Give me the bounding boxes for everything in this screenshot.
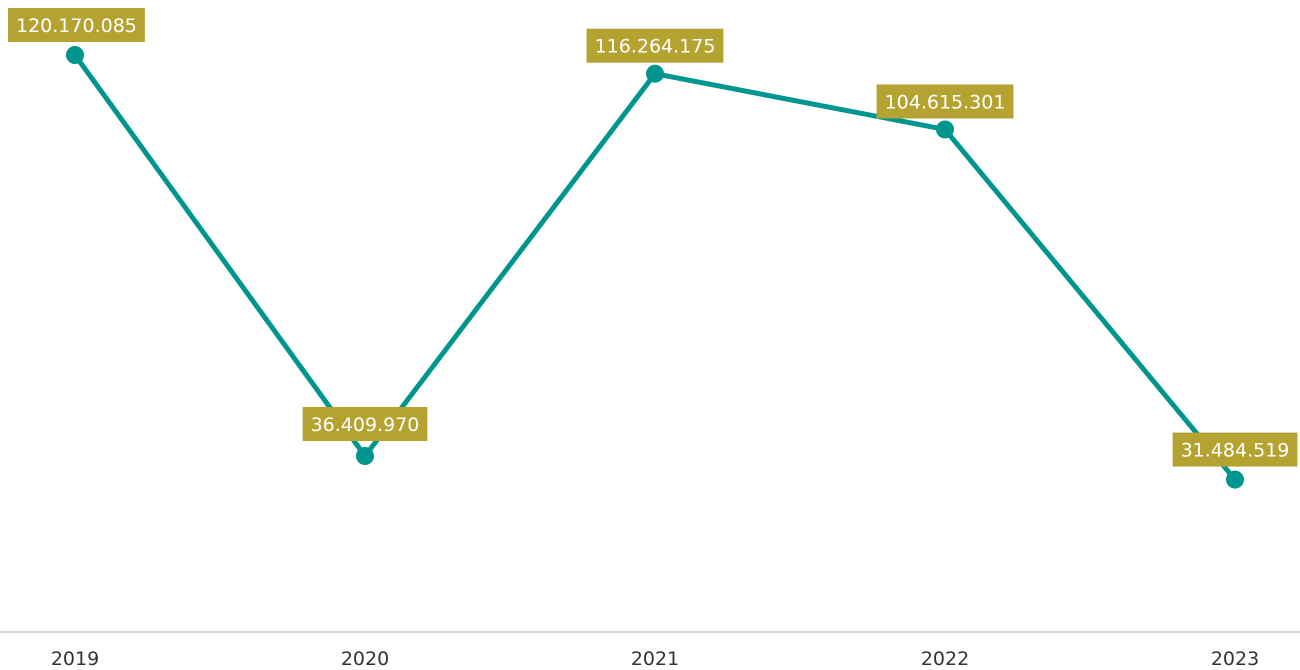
- series-line-group: [72, 52, 1238, 483]
- data-label-text: 31.484.519: [1181, 440, 1290, 462]
- data-label-text: 120.170.085: [16, 15, 137, 37]
- data-point-2020: [356, 447, 374, 465]
- data-label-text: 36.409.970: [311, 414, 420, 436]
- data-label-bg: [586, 28, 724, 63]
- data-label-2019: 120.170.085: [8, 8, 145, 42]
- series-line: [72, 52, 1238, 483]
- data-point-2022: [936, 120, 954, 139]
- x-axis-ticks: 2019 2020 2021 2022 2023: [51, 648, 1259, 670]
- data-points: [66, 46, 1244, 489]
- x-tick-label-2022: 2022: [921, 648, 969, 670]
- x-tick-label-2021: 2021: [631, 648, 679, 670]
- data-point-2023: [1226, 470, 1244, 489]
- data-label-2023: 31.484.519: [1172, 432, 1298, 467]
- data-label-2022: 104.615.301: [876, 84, 1014, 119]
- x-tick-label-2019: 2019: [51, 648, 99, 670]
- data-label-bg: [302, 407, 428, 441]
- data-point-2019: [66, 46, 84, 64]
- data-label-bg: [1172, 432, 1298, 467]
- x-tick-label-2023: 2023: [1211, 648, 1259, 670]
- data-label-bg: [8, 8, 145, 42]
- data-label-bg: [876, 84, 1014, 119]
- data-label-2020: 36.409.970: [302, 407, 428, 441]
- data-label-text: 116.264.175: [595, 36, 716, 58]
- x-tick-label-2020: 2020: [341, 648, 389, 670]
- data-point-2021: [646, 64, 664, 83]
- data-labels: 120.170.085 36.409.970 116.264.175 104.615.…: [8, 8, 1298, 467]
- data-label-text: 104.615.301: [885, 91, 1006, 113]
- data-label-2021: 116.264.175: [586, 28, 724, 63]
